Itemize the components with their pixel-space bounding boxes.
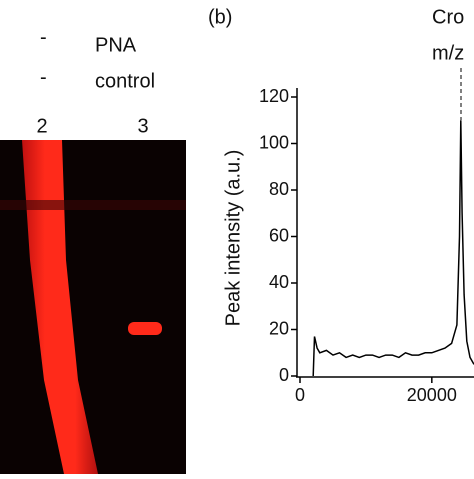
y-tick-label: 100 xyxy=(259,132,289,152)
annotation: Cro xyxy=(432,6,464,28)
row-label: control xyxy=(95,70,155,92)
y-tick-label: 60 xyxy=(269,225,289,245)
x-tick-label: 20000 xyxy=(407,385,457,405)
y-tick-label: 120 xyxy=(259,86,289,106)
gel-streak xyxy=(0,200,186,210)
lane-label: 2 xyxy=(36,115,47,137)
x-tick-label: 0 xyxy=(295,385,305,405)
row-sign: - xyxy=(40,26,47,48)
y-tick-label: 80 xyxy=(269,179,289,199)
y-tick-label: 40 xyxy=(269,272,289,292)
y-tick-label: 0 xyxy=(279,365,289,385)
panel-label: (b) xyxy=(208,6,232,28)
row-sign: - xyxy=(40,66,47,88)
gel-band xyxy=(128,322,162,335)
y-axis-title: Peak intensity (a.u.) xyxy=(222,150,244,327)
row-label: PNA xyxy=(95,34,137,56)
annotation: m/z xyxy=(432,42,464,64)
lane-label: 3 xyxy=(137,115,148,137)
spectrum-line xyxy=(312,120,474,377)
gel-lane-2 xyxy=(22,140,98,474)
y-tick-label: 20 xyxy=(269,318,289,338)
